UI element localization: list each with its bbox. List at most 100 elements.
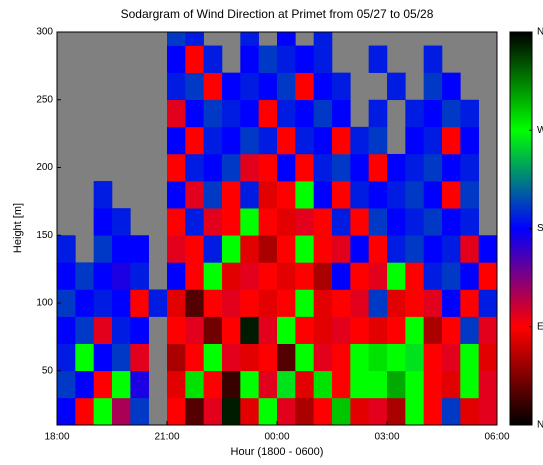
- cell: [167, 181, 186, 209]
- cell: [405, 289, 424, 317]
- cell: [332, 397, 351, 425]
- cell: [222, 72, 241, 101]
- colorbar: [509, 31, 533, 426]
- cell: [130, 343, 149, 372]
- cell: [405, 126, 424, 155]
- cell: [478, 262, 497, 290]
- cell: [295, 262, 314, 290]
- cell: [423, 99, 443, 128]
- cell: [185, 289, 204, 317]
- cell: [332, 370, 351, 399]
- cell: [405, 370, 424, 399]
- cell: [130, 289, 149, 317]
- cell: [240, 153, 259, 182]
- cell: [167, 32, 186, 46]
- cell: [112, 397, 131, 425]
- cell: [460, 99, 479, 128]
- cell: [423, 45, 443, 73]
- cell: [258, 153, 278, 182]
- cell: [203, 45, 223, 73]
- cell: [368, 370, 388, 399]
- cell: [167, 45, 186, 73]
- cell: [313, 72, 333, 101]
- cell: [203, 316, 223, 344]
- x-tick-label: 18:00: [44, 432, 69, 443]
- cell: [112, 235, 131, 263]
- cell: [387, 397, 406, 425]
- x-tick-label: 00:00: [264, 432, 289, 443]
- cell: [478, 397, 497, 425]
- cell: [423, 208, 443, 236]
- cell: [258, 99, 278, 128]
- cell: [460, 397, 479, 425]
- cell: [277, 235, 296, 263]
- cell: [405, 235, 424, 263]
- cell: [167, 72, 186, 101]
- cell: [185, 45, 204, 73]
- cell: [130, 316, 149, 344]
- cell: [332, 99, 351, 128]
- cell: [185, 72, 204, 101]
- y-tick-label: 50: [42, 365, 54, 376]
- cell: [203, 99, 223, 128]
- cell: [442, 262, 461, 290]
- cell: [295, 316, 314, 344]
- cell: [368, 235, 388, 263]
- cell: [93, 235, 113, 263]
- cell: [350, 126, 369, 155]
- cell: [167, 208, 186, 236]
- cell: [167, 126, 186, 155]
- cell: [313, 45, 333, 73]
- cell: [222, 370, 241, 399]
- cell: [130, 370, 149, 399]
- cell: [423, 316, 443, 344]
- cell: [295, 126, 314, 155]
- cell: [112, 370, 131, 399]
- cell: [313, 235, 333, 263]
- cell: [57, 397, 76, 425]
- cell: [167, 99, 186, 128]
- cell: [423, 126, 443, 155]
- cell: [258, 370, 278, 399]
- cell: [203, 262, 223, 290]
- cell: [258, 72, 278, 101]
- cell: [222, 235, 241, 263]
- cell: [57, 262, 76, 290]
- cell: [442, 153, 461, 182]
- cell: [203, 289, 223, 317]
- cell: [423, 370, 443, 399]
- cell: [112, 343, 131, 372]
- cell: [313, 32, 333, 46]
- cell: [460, 181, 479, 209]
- cell: [130, 262, 149, 290]
- cell: [57, 316, 76, 344]
- cell: [313, 343, 333, 372]
- cell: [387, 235, 406, 263]
- cell: [185, 99, 204, 128]
- colorbar-tick-label: S: [537, 223, 543, 234]
- cell: [258, 181, 278, 209]
- cell: [258, 235, 278, 263]
- cell: [478, 289, 497, 317]
- cell: [240, 235, 259, 263]
- cell: [423, 72, 443, 101]
- cell: [112, 289, 131, 317]
- cells: [57, 32, 497, 425]
- cell: [405, 262, 424, 290]
- cell: [332, 262, 351, 290]
- cell: [478, 235, 497, 263]
- cell: [112, 316, 131, 344]
- cell: [203, 72, 223, 101]
- cell: [295, 181, 314, 209]
- cell: [442, 72, 461, 101]
- colorbar-tick-label: N: [537, 420, 543, 431]
- cell: [277, 99, 296, 128]
- cell: [350, 343, 369, 372]
- cell: [332, 208, 351, 236]
- cell: [313, 126, 333, 155]
- cell: [405, 316, 424, 344]
- cell: [258, 289, 278, 317]
- cell: [295, 343, 314, 372]
- cell: [130, 235, 149, 263]
